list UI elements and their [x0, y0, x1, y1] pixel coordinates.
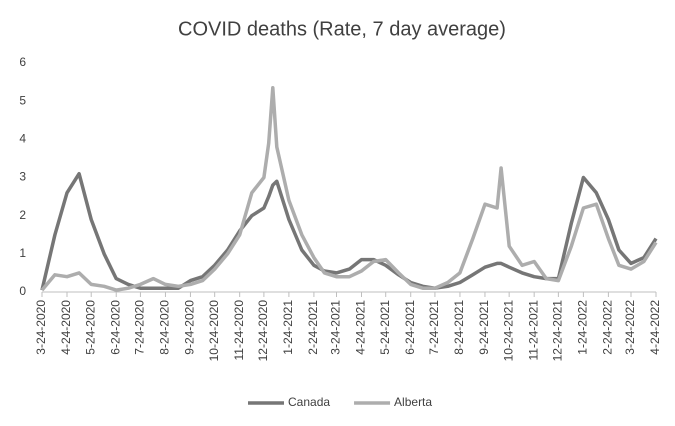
- legend-label: Canada: [288, 395, 330, 409]
- y-tick-label: 0: [19, 284, 26, 298]
- x-tick-label: 12-24-2021: [551, 300, 565, 362]
- x-tick-label: 6-24-2021: [403, 300, 417, 355]
- x-tick-label: 9-24-2020: [183, 300, 197, 355]
- x-tick-label: 5-24-2020: [83, 300, 97, 355]
- x-tick-label: 5-24-2021: [378, 300, 392, 355]
- x-tick-label: 1-24-2022: [576, 300, 590, 355]
- x-tick-label: 7-24-2020: [133, 300, 147, 355]
- x-tick-label: 4-24-2021: [354, 300, 368, 355]
- y-tick-label: 1: [19, 246, 26, 260]
- y-tick-label: 4: [19, 132, 26, 146]
- x-tick-label: 11-24-2021: [526, 300, 540, 361]
- x-tick-label: 12-24-2020: [256, 300, 270, 362]
- x-tick-label: 2-24-2022: [601, 300, 615, 355]
- x-tick-label: 11-24-2020: [232, 300, 246, 361]
- x-tick-label: 8-24-2020: [158, 300, 172, 355]
- chart-title: COVID deaths (Rate, 7 day average): [178, 18, 506, 40]
- x-tick-label: 3-24-2022: [623, 300, 637, 355]
- series-line: [40, 86, 658, 292]
- legend-label: Alberta: [394, 395, 432, 409]
- y-tick-label: 5: [19, 93, 26, 107]
- x-tick-label: 10-24-2021: [501, 300, 515, 362]
- y-tick-label: 6: [19, 55, 26, 69]
- x-tick-label: 6-24-2020: [108, 300, 122, 355]
- x-tick-label: 8-24-2021: [452, 300, 466, 355]
- x-tick-label: 4-24-2022: [648, 300, 662, 355]
- x-tick-label: 9-24-2021: [477, 300, 491, 355]
- x-tick-label: 2-24-2021: [306, 300, 320, 355]
- y-tick-label: 2: [19, 208, 26, 222]
- x-tick-label: 3-24-2020: [34, 300, 48, 355]
- x-tick-label: 4-24-2020: [59, 300, 73, 355]
- series-line: [40, 171, 658, 291]
- x-tick-label: 1-24-2021: [281, 300, 295, 355]
- y-tick-label: 3: [19, 170, 26, 184]
- x-tick-label: 10-24-2020: [207, 300, 221, 362]
- x-tick-label: 3-24-2021: [329, 300, 343, 355]
- x-tick-label: 7-24-2021: [427, 300, 441, 355]
